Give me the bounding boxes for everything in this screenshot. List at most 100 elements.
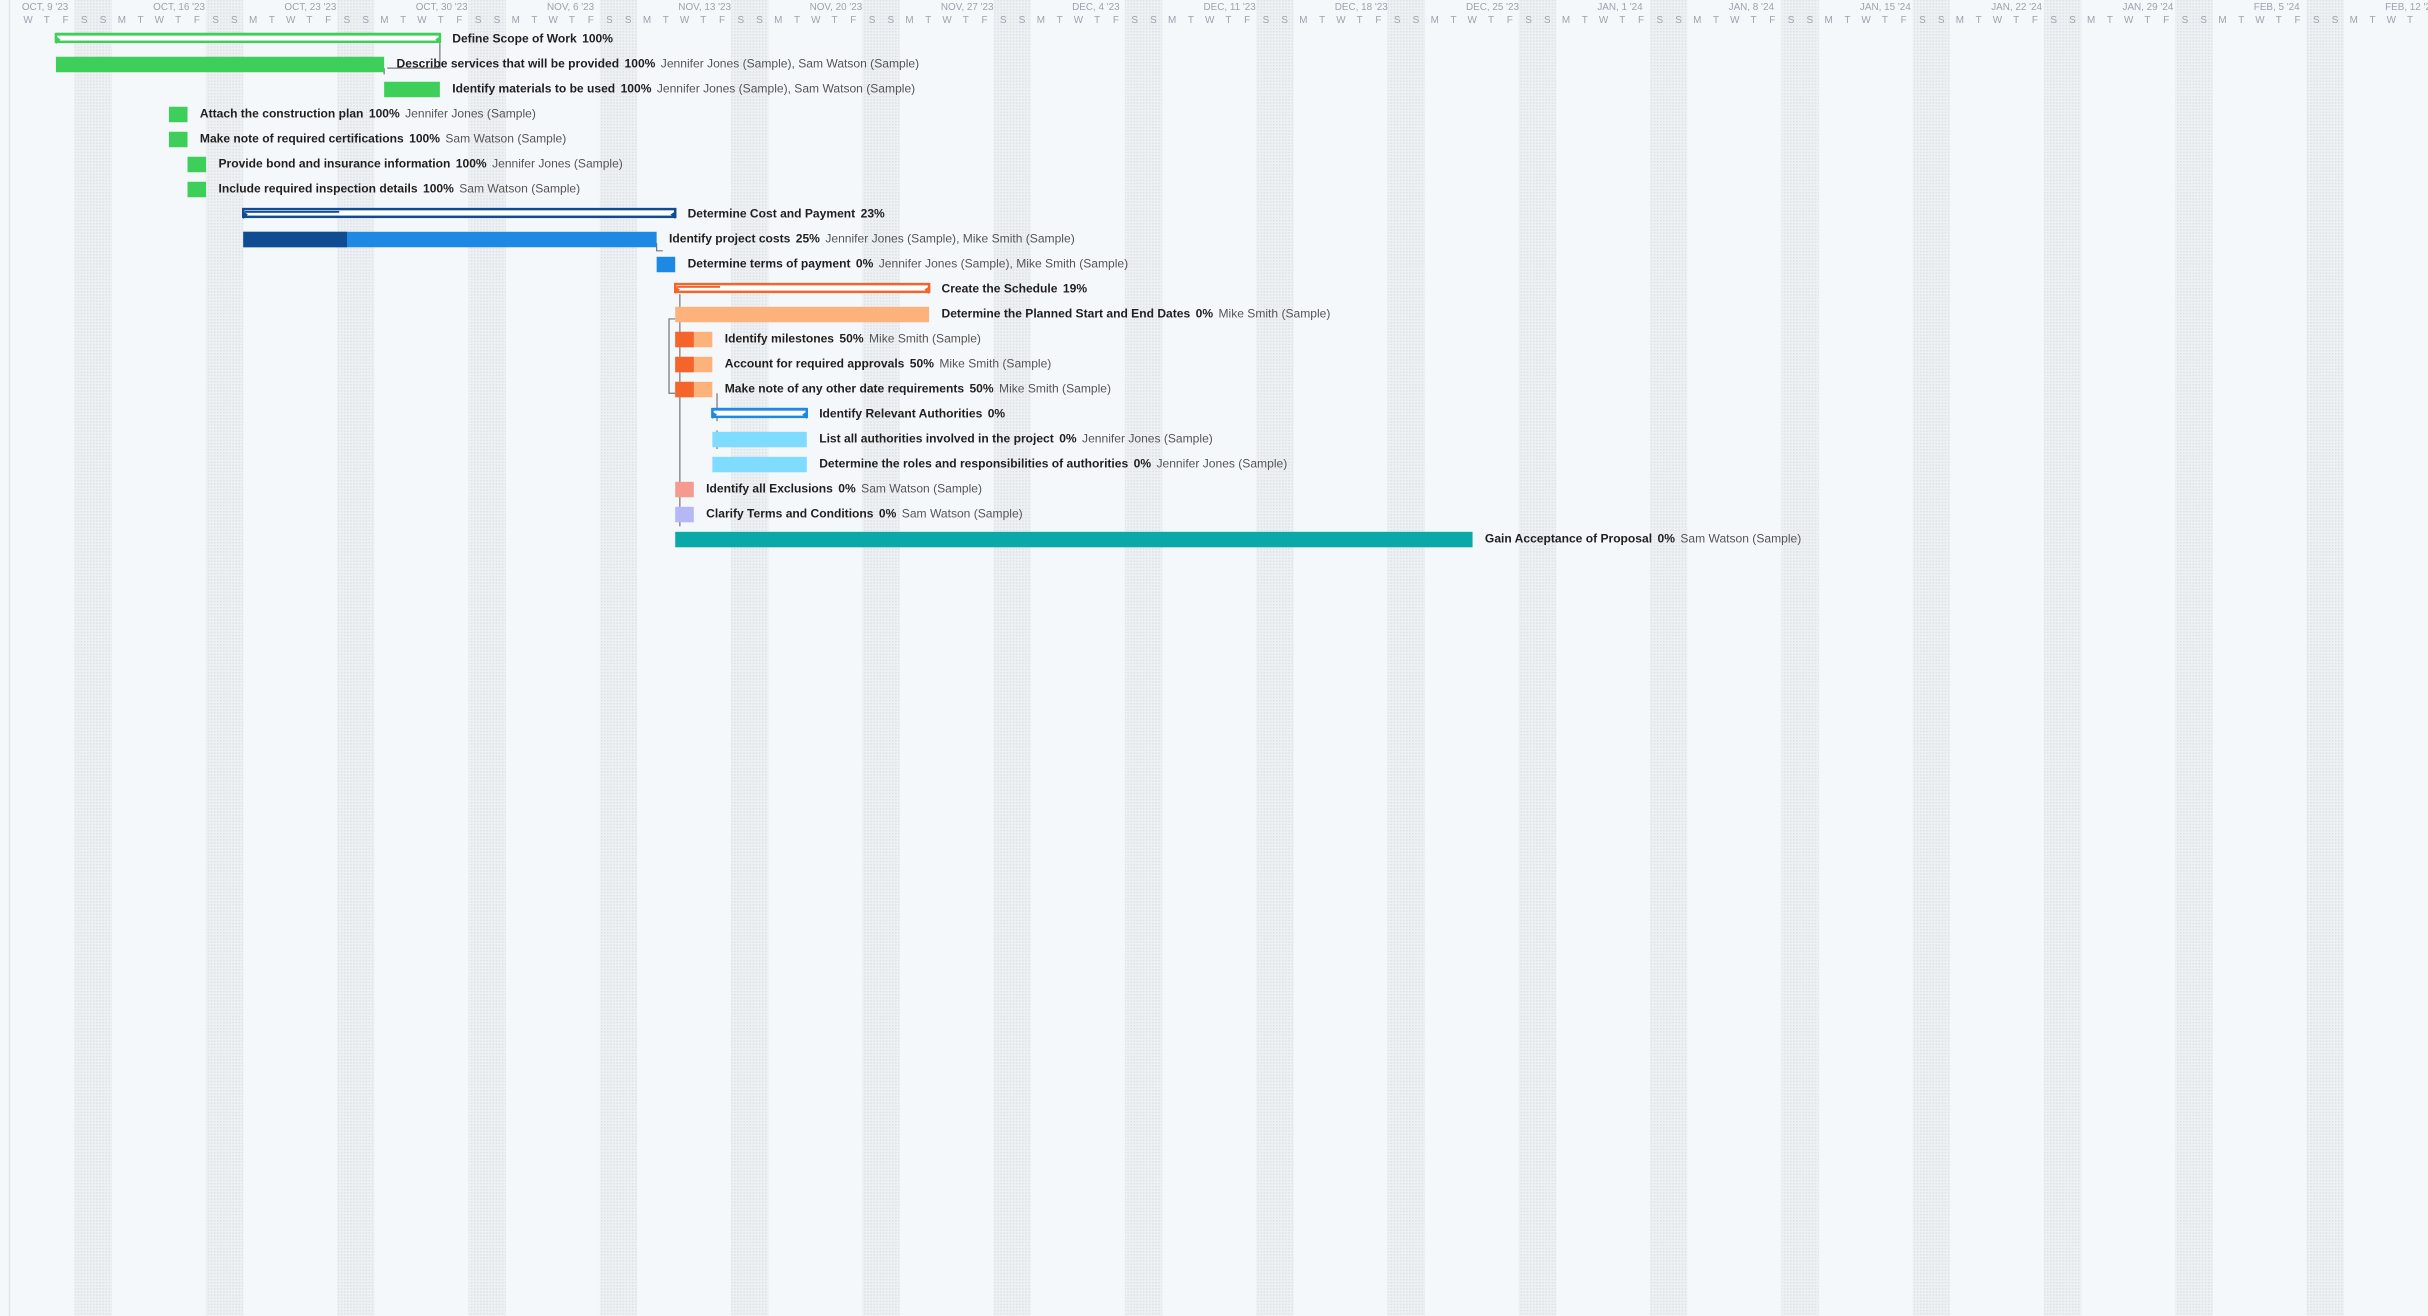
task-percent: 23%: [861, 207, 885, 221]
task-name: Identify Relevant Authorities: [819, 407, 982, 421]
day-letter: T: [269, 15, 275, 26]
weekend-column: [468, 0, 506, 1316]
day-letter: S: [1019, 15, 1026, 26]
day-letter: M: [774, 15, 782, 26]
day-letter: F: [719, 15, 725, 26]
day-letter: F: [1507, 15, 1513, 26]
day-letter: M: [2218, 15, 2226, 26]
day-letter: T: [1450, 15, 1456, 26]
task-progress: [243, 231, 347, 248]
day-letter: M: [249, 15, 257, 26]
day-letter: W: [2387, 15, 2397, 26]
day-letter: F: [2163, 15, 2169, 26]
task-name: Identify all Exclusions: [706, 482, 833, 496]
day-letter: W: [1730, 15, 1740, 26]
weekend-column: [730, 0, 769, 1316]
task-label: List all authorities involved in the pro…: [819, 432, 1213, 446]
task-name: Determine the Planned Start and End Date…: [942, 307, 1191, 321]
day-letter: F: [1113, 15, 1119, 26]
day-letter: T: [1188, 15, 1194, 26]
day-letter: W: [811, 15, 821, 26]
task-label: Determine the Planned Start and End Date…: [942, 307, 1331, 321]
day-letter: F: [982, 15, 988, 26]
day-letter: T: [1713, 15, 1719, 26]
day-letter: T: [175, 15, 181, 26]
task-label: Clarify Terms and Conditions 0% Sam Watson…: [706, 507, 1023, 521]
task-bar[interactable]: [675, 481, 694, 498]
task-bar[interactable]: [712, 431, 807, 448]
task-bar[interactable]: [656, 256, 676, 273]
task-assignees: Sam Watson (Sample): [459, 182, 580, 196]
task-bar[interactable]: [168, 106, 188, 123]
task-bar[interactable]: [384, 81, 440, 98]
task-percent: 50%: [839, 332, 863, 346]
task-assignees: Jennifer Jones (Sample): [405, 107, 536, 121]
task-name: Describe services that will be provided: [397, 57, 620, 71]
day-letter: T: [569, 15, 575, 26]
weekend-column: [74, 0, 113, 1316]
task-assignees: Jennifer Jones (Sample), Mike Smith (Sam…: [825, 232, 1074, 246]
day-letter: S: [1000, 15, 1007, 26]
day-letter: W: [1468, 15, 1478, 26]
task-assignees: Mike Smith (Sample): [939, 357, 1051, 371]
task-percent: 0%: [988, 407, 1006, 421]
day-letter: T: [1488, 15, 1494, 26]
task-bar[interactable]: [168, 131, 188, 148]
task-bar[interactable]: [675, 306, 930, 323]
task-percent: 0%: [838, 482, 856, 496]
day-letter: S: [494, 15, 501, 26]
day-letter: S: [212, 15, 219, 26]
task-name: Clarify Terms and Conditions: [706, 507, 874, 521]
day-letter: S: [1788, 15, 1795, 26]
day-letter: F: [63, 15, 69, 26]
task-bar[interactable]: [55, 56, 385, 73]
summary-fill: [55, 32, 440, 36]
day-letter: S: [344, 15, 351, 26]
day-letter: S: [362, 15, 369, 26]
task-bar[interactable]: [675, 506, 694, 523]
day-letter: T: [438, 15, 444, 26]
day-letter: S: [1544, 15, 1551, 26]
task-bar[interactable]: [712, 456, 807, 473]
task-bar[interactable]: [187, 156, 207, 173]
task-name: Provide bond and insurance information: [218, 157, 450, 171]
week-label: JAN, 1 '24: [1597, 2, 1643, 13]
day-letter: M: [1431, 15, 1439, 26]
week-label: JAN, 29 '24: [2123, 2, 2174, 13]
day-letter: T: [2238, 15, 2244, 26]
day-letter: S: [1919, 15, 1926, 26]
task-progress: [675, 381, 694, 398]
task-percent: 50%: [969, 382, 993, 396]
day-letter: M: [380, 15, 388, 26]
task-percent: 100%: [409, 132, 440, 146]
day-letter: W: [1599, 15, 1609, 26]
task-label: Describe services that will be provided 1…: [397, 57, 920, 71]
day-letter: T: [832, 15, 838, 26]
week-label: JAN, 8 '24: [1729, 2, 1775, 13]
task-bar[interactable]: [187, 181, 207, 198]
day-letter: W: [1861, 15, 1871, 26]
summary-bar[interactable]: [673, 282, 931, 294]
weekend-column: [993, 0, 1032, 1316]
task-assignees: Sam Watson (Sample): [1680, 532, 1801, 546]
day-letter: W: [680, 15, 690, 26]
day-letter: M: [1168, 15, 1176, 26]
day-letter: T: [1057, 15, 1063, 26]
day-letter: M: [1562, 15, 1570, 26]
day-letter: W: [2255, 15, 2265, 26]
task-bar[interactable]: [675, 531, 1473, 548]
day-letter: M: [643, 15, 651, 26]
task-percent: 0%: [856, 257, 874, 271]
weekend-column: [2043, 0, 2082, 1316]
day-letter: W: [1205, 15, 1215, 26]
day-letter: S: [81, 15, 88, 26]
day-letter: S: [2182, 15, 2189, 26]
task-name: Identify materials to be used: [452, 82, 615, 96]
day-letter: W: [549, 15, 559, 26]
day-letter: T: [44, 15, 50, 26]
week-label: OCT, 30 '23: [416, 2, 468, 13]
summary-bar[interactable]: [242, 207, 677, 219]
summary-progress: [676, 285, 721, 288]
